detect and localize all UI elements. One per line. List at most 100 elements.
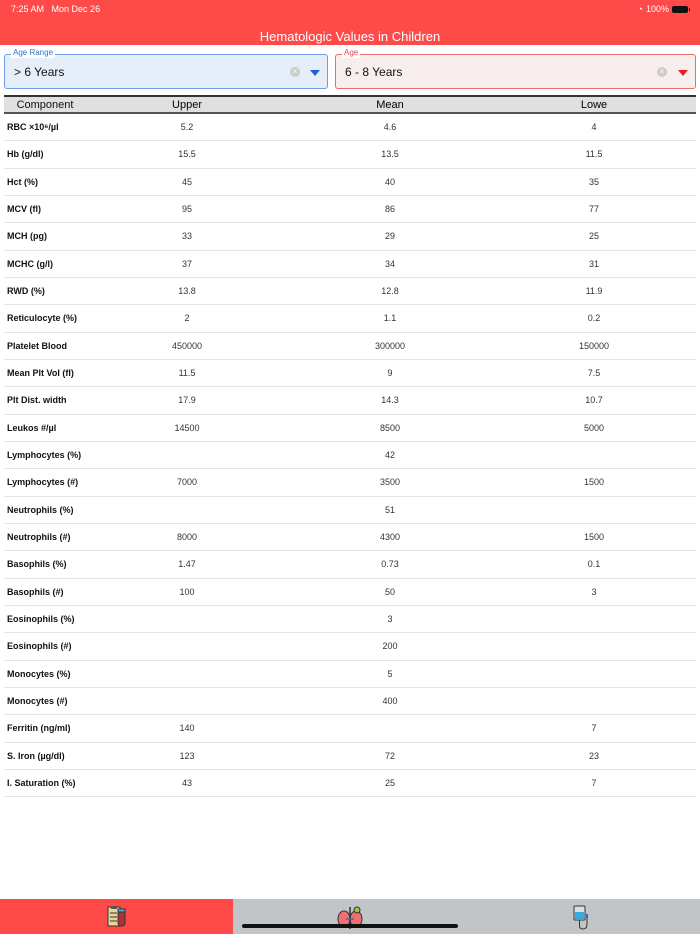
table-row: Reticulocyte (%) 2 1.1 0.2: [4, 305, 696, 333]
cell-upper: 37: [181, 258, 192, 269]
table-row: RWD (%) 13.8 12.8 11.9: [4, 278, 696, 306]
column-header-lower[interactable]: Lowe: [580, 98, 608, 111]
navigation-bar: 7:25 AM Mon Dec 26 ◔ 100% Hematologic Va…: [0, 0, 700, 45]
cell-upper: 140: [179, 723, 195, 734]
cell-mean: 1.1: [383, 313, 397, 324]
cell-upper: 13.8: [178, 286, 196, 297]
cell-upper: 7000: [176, 477, 198, 488]
cell-component: Eosinophils (%): [7, 614, 75, 625]
cell-upper: 1.47: [178, 559, 196, 570]
cell-lower: 1500: [583, 532, 605, 543]
cell-component: Plt Dist. width: [7, 395, 67, 406]
cell-mean: 9: [387, 368, 393, 379]
cell-mean: 12.8: [381, 286, 399, 297]
cell-lower: 150000: [578, 340, 610, 351]
cell-component: I. Saturation (%): [7, 778, 76, 789]
table-row: Plt Dist. width 17.9 14.3 10.7: [4, 387, 696, 415]
home-indicator[interactable]: [242, 924, 458, 928]
age-range-dropdown[interactable]: Age Range > 6 Years ×: [4, 48, 328, 89]
table-row: MCV (fl) 95 86 77: [4, 196, 696, 224]
cell-lower: 3: [591, 586, 597, 597]
cell-mean: 14.3: [381, 395, 399, 406]
table-row: Eosinophils (#) 200: [4, 633, 696, 661]
table-row: Neutrophils (#) 8000 4300 1500: [4, 524, 696, 552]
cell-mean: 13.5: [381, 149, 399, 160]
cell-component: Leukos #/µl: [7, 422, 57, 433]
cell-lower: 31: [588, 258, 599, 269]
cell-lower: 7.5: [587, 368, 601, 379]
cell-component: Basophils (#): [7, 586, 64, 597]
column-header-component[interactable]: Component: [16, 98, 74, 111]
cell-upper: 45: [181, 176, 192, 187]
cell-component: Neutrophils (#): [7, 532, 71, 543]
cell-mean: 42: [384, 450, 395, 461]
cell-lower: 5000: [583, 422, 605, 433]
cell-component: Ferritin (ng/ml): [7, 723, 71, 734]
cell-component: MCV (fl): [7, 204, 41, 215]
cell-component: Lymphocytes (#): [7, 477, 79, 488]
table-row: Neutrophils (%) 51: [4, 497, 696, 524]
cell-mean: 300000: [374, 340, 406, 351]
clear-icon[interactable]: ×: [657, 67, 667, 77]
clear-icon[interactable]: ×: [290, 67, 300, 77]
cell-mean: 29: [384, 231, 395, 242]
cell-lower: 7: [591, 778, 597, 789]
tab-blood-tests[interactable]: [0, 899, 234, 934]
cell-mean: 34: [384, 258, 395, 269]
cell-mean: 50: [384, 586, 395, 597]
battery-icon: [672, 5, 690, 13]
status-right: ◔ 100%: [638, 4, 690, 14]
cell-upper: 95: [181, 204, 192, 215]
table-row: Mean Plt Vol (fl) 11.5 9 7.5: [4, 360, 696, 388]
date: Mon Dec 26: [51, 4, 101, 14]
cell-lower: 7: [591, 723, 597, 734]
cell-component: Eosinophils (#): [7, 641, 72, 652]
chevron-down-icon[interactable]: [678, 70, 688, 76]
cell-mean: 4.6: [383, 122, 397, 133]
table-header: Component Upper Mean Lowe: [4, 95, 696, 114]
table-row: Lymphocytes (#) 7000 3500 1500: [4, 469, 696, 497]
table-row: Lymphocytes (%) 42: [4, 442, 696, 470]
cell-upper: 17.9: [178, 395, 196, 406]
cell-mean: 51: [384, 504, 395, 515]
column-header-upper[interactable]: Upper: [172, 98, 202, 111]
cell-lower: 35: [588, 176, 599, 187]
cell-upper: 15.5: [178, 149, 196, 160]
chevron-down-icon[interactable]: [310, 70, 320, 76]
cell-component: RWD (%): [7, 286, 45, 297]
cell-component: S. Iron (µg/dl): [7, 750, 65, 761]
tab-iv-therapy[interactable]: [467, 899, 700, 934]
table-row: I. Saturation (%) 43 25 7: [4, 770, 696, 798]
tab-bar: [0, 899, 700, 934]
table-row: MCH (pg) 33 29 25: [4, 223, 696, 251]
cell-mean: 25: [384, 778, 395, 789]
table-row: RBC ×10⁶/µl 5.2 4.6 4: [4, 114, 696, 142]
cell-upper: 11.5: [178, 368, 196, 379]
cell-component: Neutrophils (%): [7, 504, 74, 515]
cell-upper: 8000: [176, 532, 198, 543]
cell-mean: 3: [387, 614, 393, 625]
cell-mean: 5: [387, 668, 393, 679]
cell-upper: 100: [179, 586, 195, 597]
table-row: Platelet Blood 450000 300000 150000: [4, 333, 696, 360]
cell-component: Platelet Blood: [7, 340, 68, 351]
cell-component: RBC ×10⁶/µl: [7, 122, 59, 133]
cell-component: Basophils (%): [7, 559, 67, 570]
cell-mean: 8500: [379, 422, 401, 433]
cell-upper: 5.2: [180, 122, 194, 133]
age-dropdown[interactable]: Age 6 - 8 Years ×: [335, 48, 696, 89]
cell-upper: 33: [181, 231, 192, 242]
cell-mean: 200: [382, 641, 398, 652]
cell-lower: 4: [591, 122, 597, 133]
column-header-mean[interactable]: Mean: [376, 98, 404, 111]
cell-lower: 0.2: [587, 313, 601, 324]
tab-kidney[interactable]: [233, 899, 466, 934]
cell-mean: 40: [384, 176, 395, 187]
cell-mean: 86: [384, 204, 395, 215]
cell-lower: 10.7: [585, 395, 603, 406]
battery-percent: 100%: [645, 4, 669, 14]
cell-upper: 43: [181, 778, 192, 789]
age-range-value: > 6 Years: [14, 65, 65, 79]
cell-lower: 11.9: [585, 286, 603, 297]
table-row: Monocytes (%) 5: [4, 661, 696, 688]
